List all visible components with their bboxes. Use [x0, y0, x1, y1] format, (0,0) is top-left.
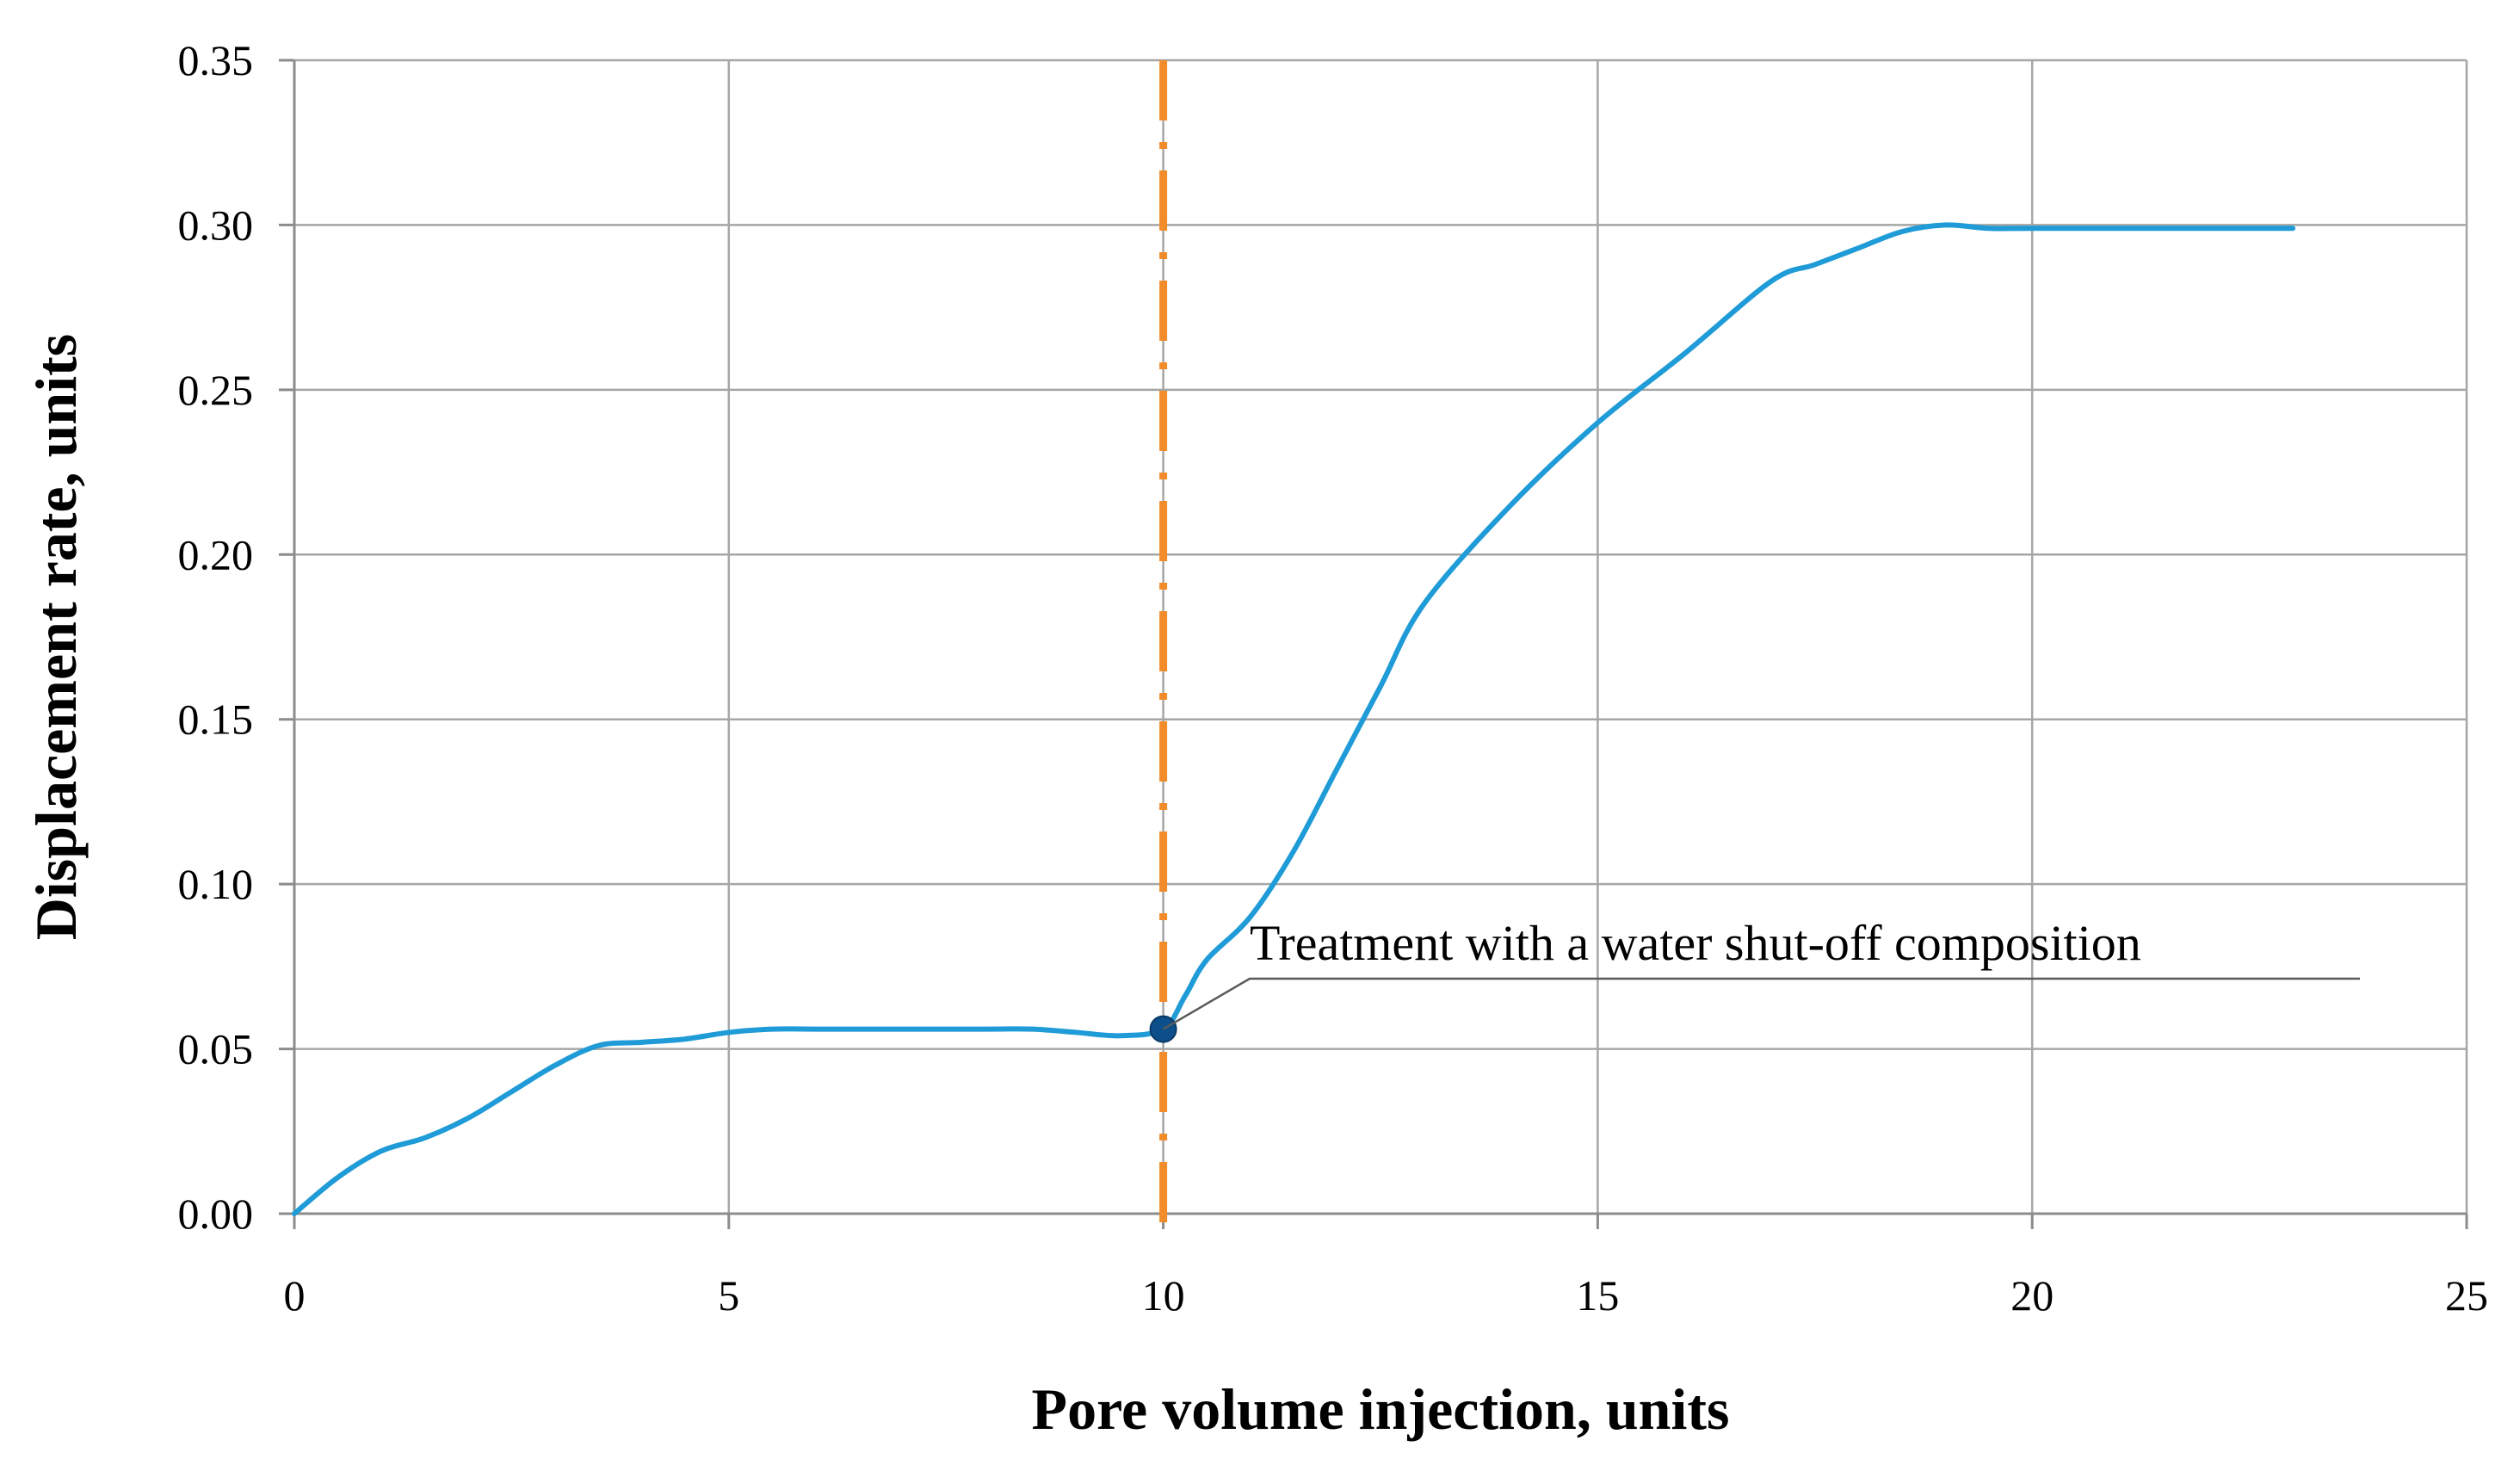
annotations [1149, 977, 2360, 1043]
x-tick-label: 10 [1142, 1271, 1185, 1320]
displacement-rate-line [292, 222, 2296, 1216]
x-tick-label: 5 [718, 1271, 739, 1320]
y-tick-label: 0.30 [178, 201, 254, 249]
annotation-leader-line [1162, 977, 2360, 1030]
y-tick-label: 0.05 [178, 1025, 254, 1073]
y-tick-label: 0.15 [178, 695, 254, 744]
x-tick-label: 20 [2010, 1271, 2054, 1320]
y-tick-label: 0.20 [178, 530, 254, 578]
y-tick-label: 0.35 [178, 36, 254, 84]
annotation-label: Treatment with a water shut-off composit… [1250, 915, 2141, 971]
y-tick-label: 0.10 [178, 860, 254, 908]
y-axis-title: Displacement rate, units [23, 334, 89, 940]
series [292, 60, 2296, 1239]
axes: 0.00 0.05 0.10 0.15 0.20 0.25 0.30 0.35 0 5 10 15 20… [178, 36, 2489, 1320]
x-tick-label: 25 [2445, 1271, 2488, 1320]
y-tick-label: 0.00 [178, 1190, 254, 1238]
x-tick-label: 15 [1576, 1271, 1619, 1320]
y-tick-label: 0.25 [178, 366, 254, 414]
x-axis-title: Pore volume injection, units [1032, 1376, 1730, 1442]
x-tick-label: 0 [284, 1271, 306, 1320]
gridlines [294, 59, 2468, 1214]
